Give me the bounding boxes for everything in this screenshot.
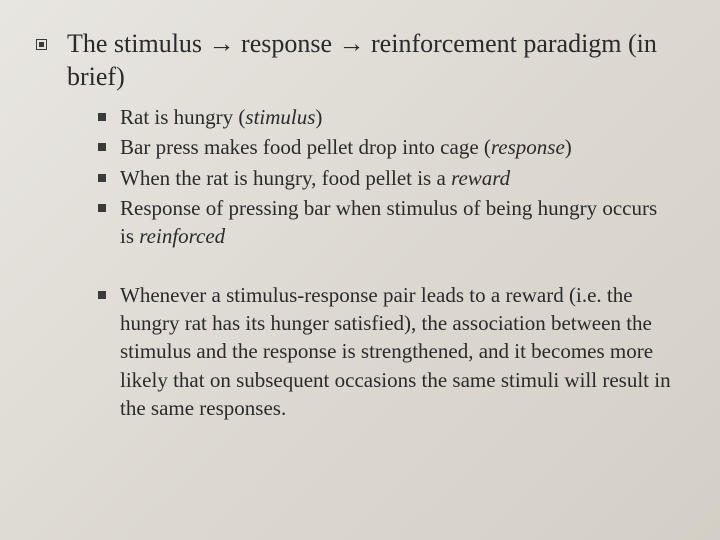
sub-list-group-2: Whenever a stimulus-response pair leads … [98, 281, 672, 423]
sub-item: Bar press makes food pellet drop into ca… [98, 133, 672, 161]
sub-text: Response of pressing bar when stimulus o… [120, 194, 672, 251]
main-bullet-item: The stimulus → response → reinforcement … [36, 28, 672, 93]
sub-list-group-1: Rat is hungry (stimulus) Bar press makes… [98, 103, 672, 251]
sub-text: Whenever a stimulus-response pair leads … [120, 281, 672, 423]
sub-text: Rat is hungry (stimulus) [120, 103, 322, 131]
group-gap [36, 253, 672, 275]
square-bullet-icon [98, 204, 106, 212]
sub-item: Rat is hungry (stimulus) [98, 103, 672, 131]
square-bullet-icon [98, 143, 106, 151]
square-bullet-icon [98, 291, 106, 299]
sub-text: When the rat is hungry, food pellet is a… [120, 164, 510, 192]
sub-item: When the rat is hungry, food pellet is a… [98, 164, 672, 192]
outlined-square-bullet-icon [36, 39, 47, 50]
sub-item: Whenever a stimulus-response pair leads … [98, 281, 672, 423]
main-text: The stimulus → response → reinforcement … [67, 28, 672, 93]
square-bullet-icon [98, 113, 106, 121]
sub-item: Response of pressing bar when stimulus o… [98, 194, 672, 251]
square-bullet-icon [98, 174, 106, 182]
sub-text: Bar press makes food pellet drop into ca… [120, 133, 572, 161]
